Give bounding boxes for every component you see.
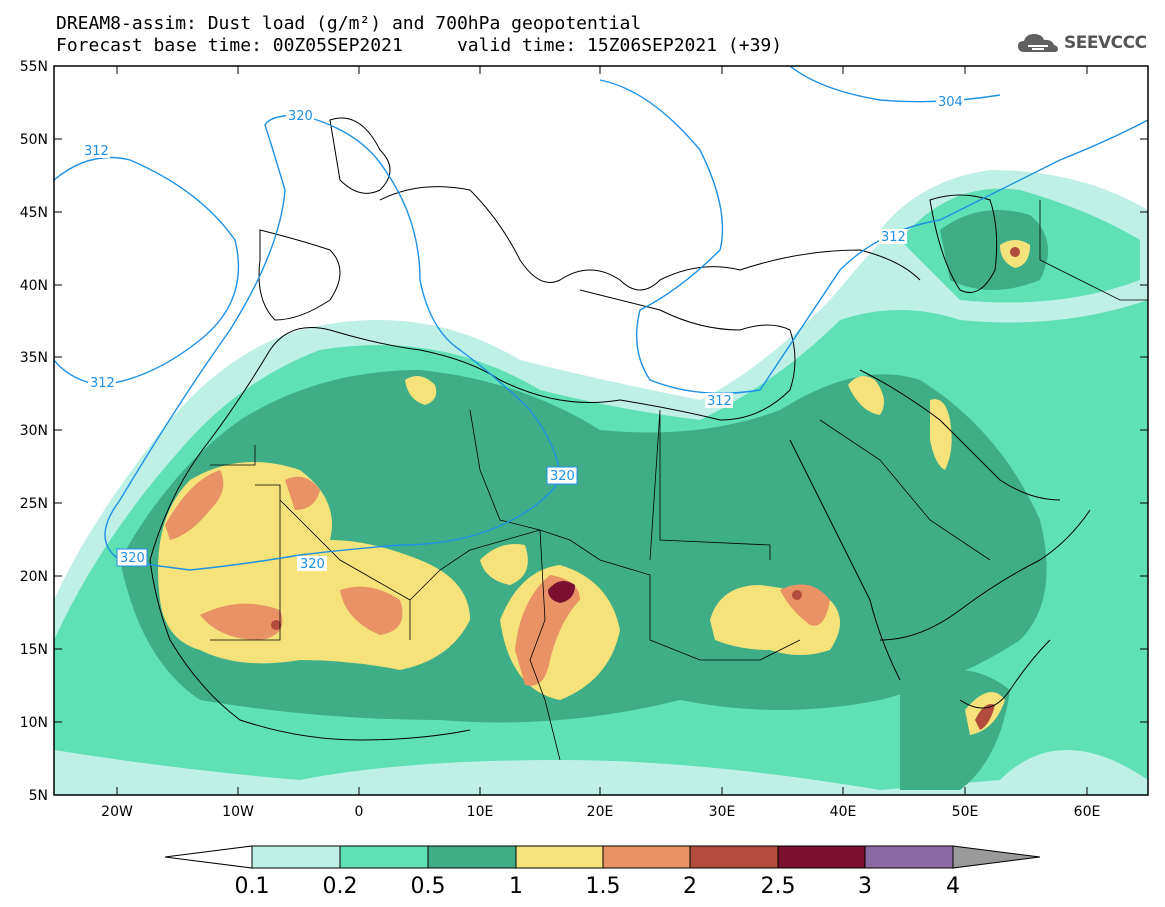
dust-region-orange-chad bbox=[515, 575, 580, 686]
map-subtitle: Forecast base time: 00Z05SEP2021 valid t… bbox=[56, 35, 783, 56]
dust-region-red-chad bbox=[548, 581, 575, 603]
colorbar bbox=[164, 845, 1041, 869]
colorbar-swatch bbox=[251, 845, 341, 869]
lon-label: 20W bbox=[101, 804, 133, 820]
dust-region-orange-west1 bbox=[165, 470, 224, 540]
lon-label: 30E bbox=[709, 804, 736, 820]
map-title: DREAM8-assim: Dust load (g/m²) and 700hP… bbox=[56, 13, 642, 34]
colorbar-label: 2.5 bbox=[761, 874, 796, 899]
colorbar-label: 0.2 bbox=[323, 874, 358, 899]
colorbar-label: 0.5 bbox=[411, 874, 446, 899]
dust-region-orange-mali bbox=[340, 586, 403, 635]
lon-label: 20E bbox=[587, 804, 614, 820]
colorbar-label: 2 bbox=[683, 874, 697, 899]
brand-name: SEEVCCC bbox=[1064, 33, 1147, 53]
lat-label: 15N bbox=[20, 642, 48, 658]
lat-axis bbox=[54, 65, 1148, 796]
colorbar-swatch bbox=[777, 845, 866, 869]
colorbar-swatch bbox=[515, 845, 604, 869]
coastlines bbox=[149, 117, 1091, 741]
contour-label: 320 bbox=[120, 551, 145, 566]
colorbar-label: 4 bbox=[946, 874, 960, 899]
lon-label: 10W bbox=[222, 804, 254, 820]
colorbar-label: 3 bbox=[858, 874, 872, 899]
contour-label: 312 bbox=[881, 230, 906, 245]
lat-label: 35N bbox=[20, 350, 48, 366]
dust-region-yellow-libya bbox=[480, 544, 528, 585]
colorbar-swatch bbox=[339, 845, 429, 869]
lat-label: 40N bbox=[20, 278, 48, 294]
colorbar-swatch bbox=[602, 845, 691, 869]
dust-region-red-caspian bbox=[1010, 247, 1020, 257]
lat-label: 10N bbox=[20, 715, 48, 731]
dust-region-red-sudan bbox=[792, 590, 802, 600]
borders bbox=[210, 200, 1148, 761]
colorbar-swatch bbox=[689, 845, 779, 869]
lat-label: 55N bbox=[20, 59, 48, 75]
dust-region-orange-west2 bbox=[200, 603, 283, 640]
lat-labels: 55N 50N 45N 40N 35N 30N 25N 20N 15N 10N … bbox=[20, 59, 48, 804]
colorbar-swatch bbox=[427, 845, 517, 869]
contour-320-main bbox=[104, 114, 561, 571]
lon-label: 50E bbox=[952, 804, 979, 820]
contour-label: 320 bbox=[288, 109, 313, 124]
dust-region-red-somalia bbox=[975, 704, 995, 730]
contour-label: 312 bbox=[84, 144, 109, 159]
lon-label: 0 bbox=[355, 804, 364, 820]
contour-312-west bbox=[54, 156, 240, 386]
lat-label: 5N bbox=[29, 788, 48, 804]
cloud-icon bbox=[1018, 34, 1058, 52]
contour-304 bbox=[789, 66, 1001, 103]
colorbar-label: 0.1 bbox=[235, 874, 270, 899]
lat-label: 30N bbox=[20, 423, 48, 439]
dust-field bbox=[54, 170, 1148, 795]
dust-region-yellow-iraq bbox=[848, 376, 884, 415]
dust-region-caspian-dark bbox=[940, 210, 1048, 290]
brand-logo: SEEVCCC bbox=[1016, 30, 1147, 56]
lon-label: 60E bbox=[1074, 804, 1101, 820]
lon-labels: 20W 10W 0 10E 20E 30E 40E 50E 60E bbox=[101, 804, 1100, 820]
dust-region-red-west bbox=[271, 620, 281, 630]
colorbar-swatch bbox=[864, 845, 954, 869]
contour-label: 312 bbox=[90, 376, 115, 391]
colorbar-label: 1 bbox=[509, 874, 523, 899]
lon-axis bbox=[116, 66, 1088, 795]
colorbar-labels: 0.1 0.2 0.5 1 1.5 2 2.5 3 4 bbox=[235, 874, 961, 899]
lat-label: 45N bbox=[20, 205, 48, 221]
lon-label: 10E bbox=[467, 804, 494, 820]
contour-label: 320 bbox=[300, 557, 325, 572]
dust-region-yellow-algeria bbox=[405, 376, 437, 405]
lat-label: 50N bbox=[20, 132, 48, 148]
contour-label: 312 bbox=[707, 394, 732, 409]
dust-region-orange-mauritania bbox=[285, 476, 320, 510]
colorbar-label: 1.5 bbox=[586, 874, 621, 899]
lat-label: 20N bbox=[20, 569, 48, 585]
colorbar-low-arrow bbox=[164, 845, 253, 869]
lat-label: 25N bbox=[20, 496, 48, 512]
contour-label: 304 bbox=[938, 95, 963, 110]
contour-label: 320 bbox=[550, 469, 575, 484]
colorbar-high-arrow bbox=[952, 845, 1041, 869]
lon-label: 40E bbox=[830, 804, 857, 820]
contour-label-group: 304 312 312 320 320 320 320 312 312 bbox=[82, 94, 964, 572]
